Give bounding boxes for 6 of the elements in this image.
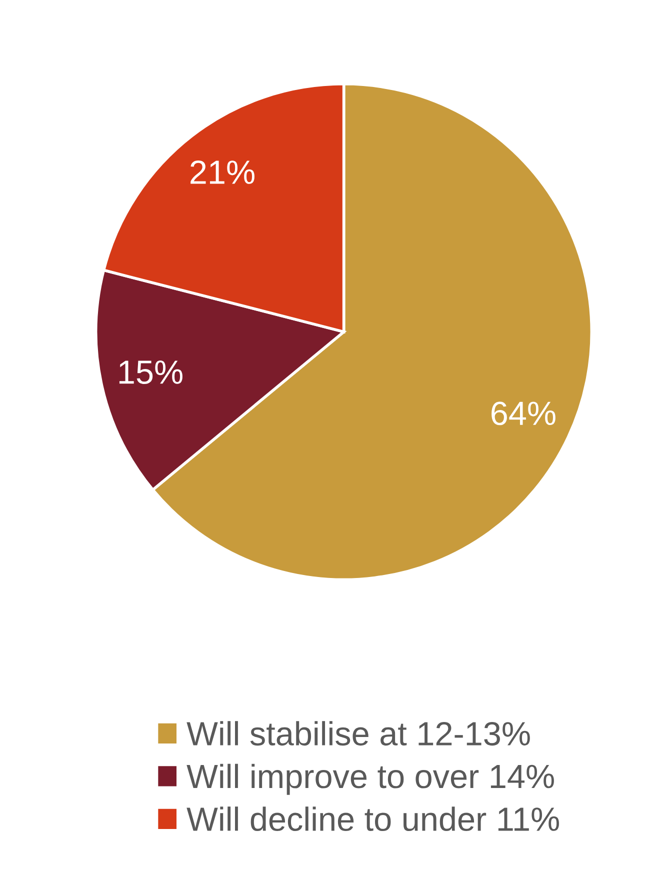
legend-label: Will decline to under 11% (186, 806, 559, 832)
data-label: 15% (119, 360, 182, 384)
data-label: 64% (492, 402, 556, 426)
legend-label: Will improve to over 14% (186, 764, 554, 795)
legend-label: Will stabilise at 12-13% (186, 721, 530, 746)
data-label: 21% (190, 160, 254, 184)
